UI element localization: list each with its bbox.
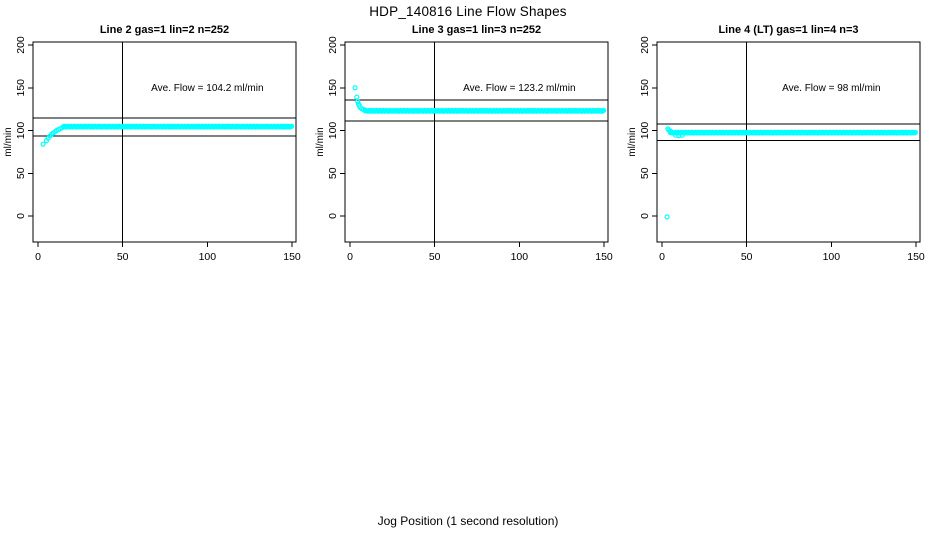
x-axis: 0 50 100 150 bbox=[35, 242, 301, 263]
y-tick-label: 0 bbox=[327, 213, 339, 219]
y-axis-label: ml/min bbox=[627, 127, 638, 156]
figure-title: HDP_140816 Line Flow Shapes bbox=[369, 4, 567, 19]
x-tick-label: 0 bbox=[659, 251, 665, 263]
y-axis: 0 50 100 150 200 bbox=[639, 36, 657, 219]
plot-box bbox=[656, 41, 921, 243]
y-tick-label: 150 bbox=[15, 79, 27, 97]
x-tick-label: 150 bbox=[283, 251, 301, 263]
data-point bbox=[664, 214, 670, 220]
data-point bbox=[352, 85, 358, 91]
y-tick-label: 100 bbox=[15, 122, 27, 140]
data-point bbox=[355, 98, 361, 105]
x-tick-label: 100 bbox=[199, 251, 217, 263]
panel-title: Line 3 gas=1 lin=3 n=252 bbox=[412, 24, 541, 36]
panels-group: Line 2 gas=1 lin=2 n=252 0 50 100 150 0 50 100 1… bbox=[3, 24, 925, 263]
panel-title: Line 4 (LT) gas=1 lin=4 n=3 bbox=[718, 24, 858, 36]
y-axis-label: ml/min bbox=[315, 127, 326, 156]
data-point bbox=[40, 141, 46, 147]
data-points bbox=[664, 126, 919, 220]
ave-flow-annotation: Ave. Flow = 98 ml/min bbox=[782, 83, 880, 94]
y-tick-label: 200 bbox=[327, 36, 339, 54]
x-tick-label: 100 bbox=[823, 251, 841, 263]
figure-xlabel: Jog Position (1 second resolution) bbox=[378, 514, 559, 528]
x-tick-label: 100 bbox=[511, 251, 529, 263]
y-tick-label: 50 bbox=[15, 167, 27, 179]
y-tick-label: 200 bbox=[639, 36, 651, 54]
x-axis: 0 50 100 150 bbox=[347, 242, 613, 263]
ave-flow-annotation: Ave. Flow = 104.2 ml/min bbox=[151, 83, 263, 94]
x-tick-label: 0 bbox=[347, 251, 353, 263]
x-tick-label: 150 bbox=[595, 251, 613, 263]
data-point bbox=[354, 94, 360, 100]
y-axis-label: ml/min bbox=[3, 127, 14, 156]
panel-2: Line 3 gas=1 lin=3 n=252 0 50 100 150 0 50 100 1… bbox=[315, 24, 613, 263]
y-tick-label: 100 bbox=[639, 122, 651, 140]
y-tick-label: 100 bbox=[327, 122, 339, 140]
x-tick-label: 50 bbox=[741, 251, 753, 263]
panel-title: Line 2 gas=1 lin=2 n=252 bbox=[100, 24, 229, 36]
data-point bbox=[601, 107, 607, 114]
plot-box bbox=[344, 41, 609, 243]
data-point bbox=[288, 123, 295, 129]
x-axis: 0 50 100 150 bbox=[659, 242, 925, 263]
y-tick-label: 0 bbox=[15, 213, 27, 219]
y-axis: 0 50 100 150 200 bbox=[15, 36, 33, 219]
panel-1: Line 2 gas=1 lin=2 n=252 0 50 100 150 0 50 100 1… bbox=[3, 24, 301, 263]
data-points bbox=[40, 123, 295, 147]
x-tick-label: 50 bbox=[429, 251, 441, 263]
plot-box bbox=[32, 41, 297, 243]
y-tick-label: 150 bbox=[327, 79, 339, 97]
y-tick-label: 200 bbox=[15, 36, 27, 54]
y-tick-label: 0 bbox=[639, 213, 651, 219]
ave-flow-annotation: Ave. Flow = 123.2 ml/min bbox=[463, 83, 575, 94]
x-tick-label: 150 bbox=[907, 251, 925, 263]
data-points bbox=[352, 85, 607, 114]
panel-3: Line 4 (LT) gas=1 lin=4 n=3 0 50 100 150 0 50 1… bbox=[627, 24, 925, 263]
y-tick-label: 50 bbox=[327, 167, 339, 179]
y-tick-label: 150 bbox=[639, 79, 651, 97]
y-axis: 0 50 100 150 200 bbox=[327, 36, 345, 219]
data-point bbox=[912, 129, 919, 135]
x-tick-label: 0 bbox=[35, 251, 41, 263]
y-tick-label: 50 bbox=[639, 167, 651, 179]
x-tick-label: 50 bbox=[117, 251, 129, 263]
